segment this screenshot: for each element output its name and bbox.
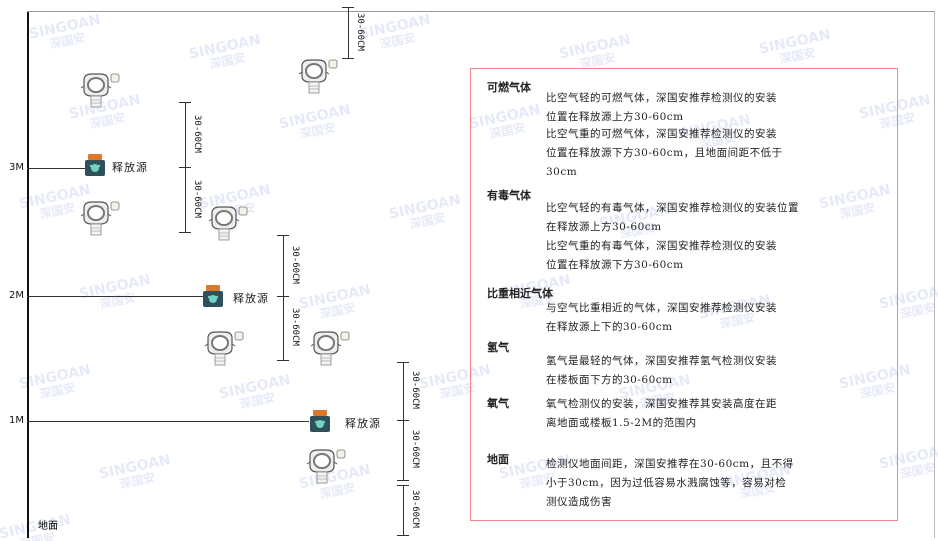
level-line-2m bbox=[27, 296, 203, 297]
dimension-label: 30-60CM bbox=[192, 114, 202, 153]
legend-text-line: 位置在释放源下方30-60cm bbox=[546, 259, 684, 271]
release-source-icon bbox=[83, 153, 107, 181]
level-label-2m: 2M bbox=[9, 290, 24, 301]
legend-text-line: 测仪造成伤害 bbox=[546, 496, 612, 508]
right-frame-line bbox=[934, 11, 935, 538]
dimension-line bbox=[403, 362, 404, 420]
dimension-line bbox=[185, 102, 186, 167]
legend-panel: 可燃气体比空气轻的可燃气体，深国安推荐检测仪的安装 位置在释放源上方30-60cm… bbox=[470, 68, 898, 521]
dimension-label: 30-60CM bbox=[410, 490, 420, 528]
dimension-line bbox=[403, 485, 404, 535]
watermark-logo: SINGOAN 深国安 bbox=[77, 271, 152, 312]
gas-detector-icon bbox=[202, 330, 246, 370]
release-source-label: 释放源 bbox=[345, 417, 381, 430]
legend-text-line: 比空气轻的可燃气体，深国安推荐检测仪的安装 bbox=[546, 92, 777, 104]
dimension-tick bbox=[397, 362, 409, 363]
legend-section-title: 可燃气体 bbox=[487, 81, 531, 94]
dimension-tick bbox=[397, 420, 409, 421]
legend-text-line: 30cm bbox=[546, 166, 578, 178]
dimension-label: 30-60CM bbox=[410, 430, 420, 468]
legend-text-line: 位置在释放源上方30-60cm bbox=[546, 111, 684, 123]
legend-text-line: 氧气检测仪的安装，深国安推荐其安装高度在距 bbox=[546, 398, 777, 410]
dimension-line bbox=[283, 296, 284, 360]
gas-detector-icon bbox=[78, 200, 122, 240]
ceiling-line bbox=[27, 11, 935, 12]
dimension-tick bbox=[342, 7, 354, 8]
watermark-logo: SINGOAN 深国安 bbox=[357, 11, 432, 52]
watermark-logo: SINGOAN 深国安 bbox=[17, 361, 92, 402]
legend-section-title: 比重相近气体 bbox=[487, 287, 553, 300]
wall-line bbox=[27, 11, 29, 538]
legend-text-line: 比空气重的有毒气体，深国安推荐检测仪的安装 bbox=[546, 240, 777, 252]
watermark-logo: SINGOAN 深国安 bbox=[387, 191, 462, 232]
dimension-tick bbox=[179, 232, 191, 233]
release-source-label: 释放源 bbox=[112, 161, 148, 174]
gas-detector-icon bbox=[206, 205, 250, 245]
dimension-tick bbox=[342, 58, 354, 59]
gas-detector-icon bbox=[78, 72, 122, 112]
level-line-1m bbox=[27, 421, 309, 422]
dimension-tick bbox=[397, 485, 409, 486]
dimension-tick bbox=[277, 360, 289, 361]
legend-section-title: 地面 bbox=[487, 453, 509, 466]
dimension-line bbox=[403, 420, 404, 480]
dimension-tick bbox=[397, 535, 409, 536]
watermark-logo: SINGOAN 深国安 bbox=[187, 31, 262, 72]
gas-detector-icon bbox=[304, 448, 348, 488]
legend-text-line: 与空气比重相近的气体，深国安推荐检测仪安装 bbox=[546, 302, 777, 314]
ground-label: 地面 bbox=[38, 521, 58, 532]
legend-section-title: 有毒气体 bbox=[487, 189, 531, 202]
legend-text-line: 在释放源上方30-60cm bbox=[546, 221, 662, 233]
watermark-logo: SINGOAN 深国安 bbox=[277, 101, 352, 142]
legend-text-line: 比空气轻的有毒气体，深国安推荐检测仪的安装位置 bbox=[546, 202, 799, 214]
legend-text-line: 位置在释放源下方30-60cm，且地面间距不低于 bbox=[546, 147, 783, 159]
watermark-logo: SINGOAN 深国安 bbox=[27, 11, 102, 52]
legend-section-title: 氢气 bbox=[487, 341, 509, 354]
dimension-line bbox=[283, 235, 284, 296]
legend-text-line: 检测仪地面间距，深国安推荐在30-60cm，且不得 bbox=[546, 458, 794, 470]
legend-text-line: 小于30cm，因为过低容易水溅腐蚀等，容易对检 bbox=[546, 477, 787, 489]
dimension-tick bbox=[179, 167, 191, 168]
gas-detector-icon bbox=[296, 58, 340, 98]
legend-text-line: 氢气是最轻的气体，深国安推荐氢气检测仪安装 bbox=[546, 355, 777, 367]
dimension-tick bbox=[397, 480, 409, 481]
level-label-1m: 1M bbox=[9, 415, 24, 426]
gas-detector-icon bbox=[308, 330, 352, 370]
legend-text-line: 在释放源上下的30-60cm bbox=[546, 321, 673, 333]
level-label-3m: 3M bbox=[9, 162, 24, 173]
legend-text-line: 在楼板面下方的30-60cm bbox=[546, 374, 673, 386]
dimension-label: 30-60CM bbox=[192, 179, 202, 218]
legend-text-line: 离地面或楼板1.5-2M的范围内 bbox=[546, 417, 697, 429]
dimension-label: 30-60CM bbox=[355, 12, 365, 51]
release-source-label: 释放源 bbox=[233, 292, 269, 305]
watermark-logo: SINGOAN 深国安 bbox=[757, 26, 832, 67]
release-source-icon bbox=[308, 409, 332, 437]
dimension-line bbox=[185, 167, 186, 232]
dimension-tick bbox=[179, 102, 191, 103]
dimension-label: 30-60CM bbox=[290, 245, 300, 284]
legend-text-line: 比空气重的可燃气体，深国安推荐检测仪的安装 bbox=[546, 128, 777, 140]
dimension-tick bbox=[277, 235, 289, 236]
legend-section-title: 氧气 bbox=[487, 397, 509, 410]
dimension-label: 30-60CM bbox=[290, 308, 300, 346]
level-line-3m bbox=[27, 168, 85, 169]
watermark-logo: SINGOAN 深国安 bbox=[97, 451, 172, 492]
watermark-logo: SINGOAN 深国安 bbox=[217, 371, 292, 412]
dimension-tick bbox=[277, 296, 289, 297]
dimension-label: 30-60CM bbox=[410, 371, 420, 409]
dimension-line bbox=[348, 7, 349, 58]
release-source-icon bbox=[201, 284, 225, 312]
watermark-logo: SINGOAN 深国安 bbox=[297, 281, 372, 322]
